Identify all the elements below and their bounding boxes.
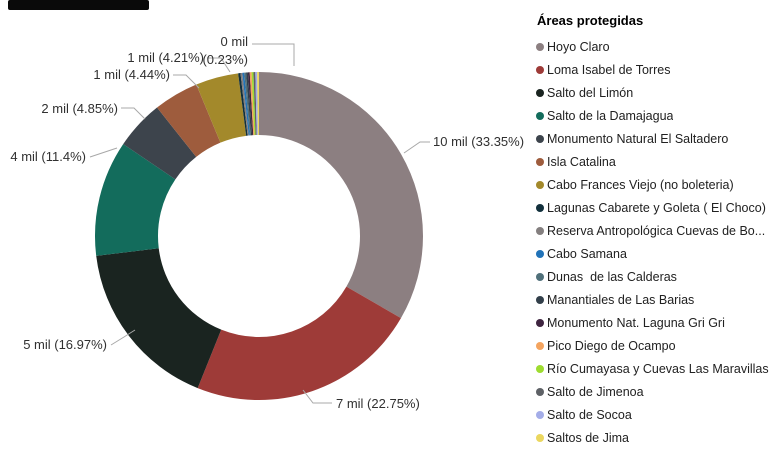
donut-slice[interactable]	[157, 84, 221, 157]
legend-item[interactable]: Río Cumayasa y Cuevas Las Maravillas	[536, 357, 777, 380]
donut-slice[interactable]	[255, 72, 258, 136]
donut-slice[interactable]	[244, 72, 252, 136]
data-label: 10 mil (33.35%)	[433, 134, 524, 149]
data-label: 5 mil (16.97%)	[23, 337, 107, 352]
legend-item[interactable]: Cabo Frances Viejo (no boleteria)	[536, 173, 777, 196]
legend-bullet-icon	[536, 42, 544, 51]
legend-item-label: Manantiales de Las Barias	[547, 292, 695, 307]
label-leader-line	[173, 74, 200, 89]
donut-slice[interactable]	[257, 72, 259, 136]
legend-item-label: Salto de Socoa	[547, 407, 632, 422]
legend-item[interactable]: Lagunas Cabarete y Goleta ( El Choco)	[536, 196, 777, 219]
legend-item[interactable]: Pico Diego de Ocampo	[536, 334, 777, 357]
legend-item-label: Pico Diego de Ocampo	[547, 338, 676, 353]
legend-bullet-icon	[536, 88, 544, 97]
legend-item[interactable]: Loma Isabel de Torres	[536, 58, 777, 81]
redacted-title-bar	[8, 0, 149, 10]
donut-slice[interactable]	[249, 72, 255, 136]
label-leader-line	[252, 43, 295, 66]
legend-item[interactable]: Salto de Socoa	[536, 403, 777, 426]
legend-item-label: Isla Catalina	[547, 154, 616, 169]
data-label: 4 mil (11.4%)	[10, 149, 86, 164]
legend-item-label: Salto del Limón	[547, 85, 634, 100]
donut-chart: 10 mil (33.35%) 7 mil (22.75%) 5 mil (16.9…	[10, 34, 524, 411]
donut-slice[interactable]	[247, 72, 254, 136]
legend-item-label: Loma Isabel de Torres	[547, 62, 671, 77]
legend-item-label: Dunas de las Calderas	[547, 269, 677, 284]
label-leader-line	[207, 57, 231, 73]
legend-item[interactable]: Manantiales de Las Barias	[536, 288, 777, 311]
legend-bullet-icon	[536, 433, 544, 442]
legend-bullet-icon	[536, 65, 544, 74]
donut-slice[interactable]	[123, 107, 197, 180]
donut-slice[interactable]	[259, 72, 423, 319]
legend-bullet-icon	[536, 272, 544, 281]
legend-item-label: Lagunas Cabarete y Goleta ( El Choco)	[547, 200, 766, 215]
label-leader-line	[89, 147, 118, 158]
legend-item[interactable]: Monumento Nat. Laguna Gri Gri	[536, 311, 777, 334]
legend-bullet-icon	[536, 318, 544, 327]
legend-item[interactable]: Saltos de Jima	[536, 426, 777, 449]
legend-bullet-icon	[536, 364, 544, 373]
legend-bullet-icon	[536, 203, 544, 212]
legend-item-label: Río Cumayasa y Cuevas Las Maravillas	[547, 361, 769, 376]
data-label: 0 mil (0.23%)	[202, 34, 248, 67]
label-leader-line	[110, 329, 136, 346]
data-label: 1 mil (4.21%)	[127, 50, 204, 65]
donut-slice[interactable]	[238, 73, 248, 136]
legend-item[interactable]: Cabo Samana	[536, 242, 777, 265]
legend-item[interactable]: Salto de Jimenoa	[536, 380, 777, 403]
legend-item-label: Saltos de Jima	[547, 430, 629, 445]
legend: Áreas protegidas Hoyo Claro Loma Isabel d…	[536, 13, 777, 449]
legend-item[interactable]: Salto del Limón	[536, 81, 777, 104]
legend-item-label: Salto de la Damajagua	[547, 108, 674, 123]
donut-slice[interactable]	[253, 72, 257, 136]
legend-bullet-icon	[536, 249, 544, 258]
legend-item-label: Cabo Frances Viejo (no boleteria)	[547, 177, 734, 192]
legend-item[interactable]: Reserva Antropológica Cuevas de Bo...	[536, 219, 777, 242]
legend-bullet-icon	[536, 111, 544, 120]
donut-slice[interactable]	[96, 248, 222, 389]
legend-item-label: Monumento Nat. Laguna Gri Gri	[547, 315, 725, 330]
legend-bullet-icon	[536, 341, 544, 350]
legend-item[interactable]: Monumento Natural El Saltadero	[536, 127, 777, 150]
label-leader-line	[302, 389, 332, 404]
donut-slice[interactable]	[196, 73, 247, 143]
data-label: 7 mil (22.75%)	[336, 396, 420, 411]
data-label: 2 mil (4.85%)	[41, 101, 118, 116]
legend-item[interactable]: Salto de la Damajagua	[536, 104, 777, 127]
legend-item[interactable]: Dunas de las Calderas	[536, 265, 777, 288]
donut-slice[interactable]	[242, 72, 250, 136]
data-label: 1 mil (4.44%)	[93, 67, 170, 82]
donut-slice[interactable]	[240, 72, 249, 136]
donut-slice[interactable]	[95, 144, 176, 256]
legend-bullet-icon	[536, 387, 544, 396]
legend-item-label: Hoyo Claro	[547, 39, 610, 54]
legend-item-label: Salto de Jimenoa	[547, 384, 644, 399]
legend-bullet-icon	[536, 295, 544, 304]
donut-slice[interactable]	[246, 72, 253, 136]
donut-slice[interactable]	[197, 286, 401, 400]
label-leader-line	[121, 107, 146, 120]
legend-items: Hoyo Claro Loma Isabel de Torres Salto del…	[536, 35, 777, 449]
legend-item-label: Reserva Antropológica Cuevas de Bo...	[547, 223, 766, 238]
legend-title: Áreas protegidas	[537, 13, 644, 28]
legend-item-label: Cabo Samana	[547, 246, 627, 261]
legend-item[interactable]: Isla Catalina	[536, 150, 777, 173]
legend-bullet-icon	[536, 226, 544, 235]
legend-item-label: Monumento Natural El Saltadero	[547, 131, 729, 146]
donut-slice[interactable]	[251, 72, 256, 136]
legend-item[interactable]: Hoyo Claro	[536, 35, 777, 58]
legend-bullet-icon	[536, 134, 544, 143]
legend-bullet-icon	[536, 157, 544, 166]
legend-bullet-icon	[536, 180, 544, 189]
label-leader-line	[403, 141, 430, 154]
legend-bullet-icon	[536, 410, 544, 419]
